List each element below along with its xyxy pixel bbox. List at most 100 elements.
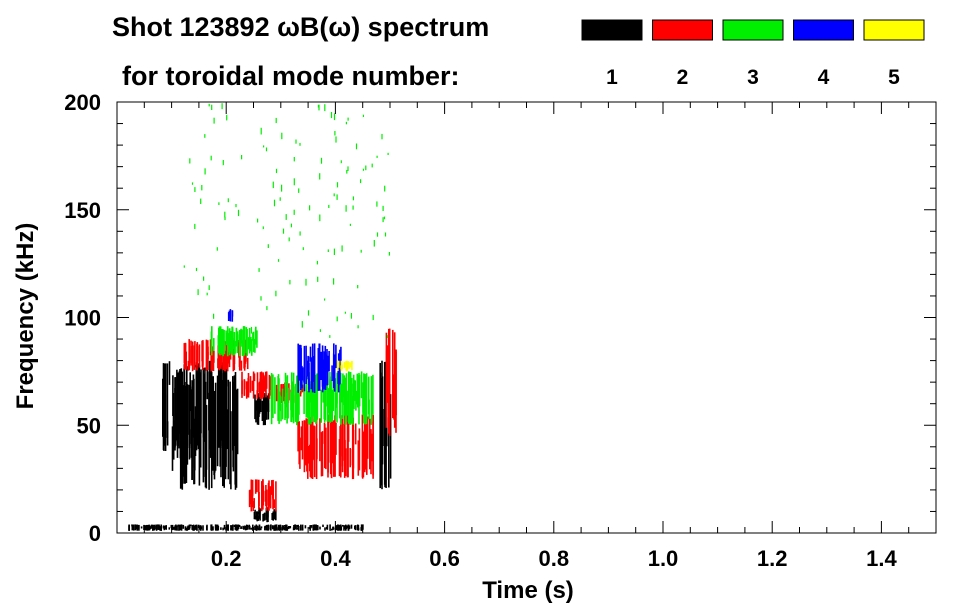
- mode-2-mark: [246, 357, 249, 370]
- mode-2-mark: [329, 421, 332, 475]
- mode-3-mark: [286, 375, 289, 400]
- mode-3-mark: [281, 388, 284, 420]
- mode-3-mark: [347, 117, 349, 121]
- mode-3-mark: [335, 136, 337, 143]
- mode-2-mark: [349, 448, 351, 468]
- mode-1-mark: [170, 524, 173, 528]
- mode-4-mark: [305, 345, 307, 384]
- mode-3-mark: [340, 372, 342, 425]
- mode-1-mark: [211, 390, 213, 469]
- mode-1-mark: [182, 524, 185, 529]
- mode-1-mark: [271, 525, 274, 528]
- mode-3-mark: [314, 375, 317, 399]
- mode-3-mark: [235, 204, 237, 208]
- mode-3-mark: [241, 155, 243, 160]
- mode-1-mark: [189, 372, 191, 412]
- mode-1-mark: [205, 406, 208, 489]
- mode-1-mark: [222, 397, 225, 446]
- mode-3-mark: [349, 372, 352, 425]
- mode-1-mark: [238, 525, 241, 527]
- mode-2-mark: [369, 418, 371, 470]
- mode-3-mark: [318, 104, 320, 111]
- mode-3-mark: [333, 278, 335, 285]
- mode-1-mark: [255, 400, 257, 411]
- mode-3-mark: [352, 196, 354, 201]
- mode-1-mark: [322, 524, 324, 527]
- mode-1-mark: [256, 525, 258, 528]
- mode-5-mark: [343, 361, 346, 368]
- mode-1-mark: [273, 509, 275, 520]
- mode-3-mark: [346, 170, 348, 174]
- mode-1-mark: [263, 512, 266, 521]
- mode-1-mark: [159, 526, 161, 531]
- mode-3-mark: [345, 393, 348, 415]
- mode-3-mark: [382, 217, 384, 223]
- mode-3-mark: [387, 152, 389, 155]
- mode-3-mark: [265, 147, 268, 152]
- mode-1-mark: [258, 524, 261, 531]
- mode-1-mark: [191, 525, 193, 530]
- mode-2-mark: [344, 440, 346, 471]
- mode-1-mark: [190, 524, 192, 527]
- mode-1-mark: [267, 524, 270, 531]
- mode-1-mark: [331, 528, 333, 531]
- mode-5-mark: [348, 362, 350, 369]
- mode-3-mark: [213, 338, 215, 351]
- mode-1-mark: [314, 524, 316, 529]
- mode-3-mark: [333, 193, 335, 197]
- mode-1-mark: [208, 392, 210, 431]
- mode-2-mark: [183, 347, 186, 370]
- mode-3-mark: [335, 392, 338, 408]
- mode-3-mark: [334, 131, 336, 136]
- mode-1-mark: [140, 526, 143, 529]
- mode-2-mark: [262, 383, 264, 397]
- mode-3-mark: [299, 231, 301, 236]
- mode-3-mark: [216, 247, 218, 251]
- mode-3-mark: [285, 214, 287, 220]
- mode-2-mark: [265, 371, 268, 389]
- mode-3-mark: [336, 182, 339, 188]
- mode-3-mark: [197, 289, 199, 296]
- mode-3-mark: [301, 321, 303, 328]
- mode-2-mark: [320, 432, 323, 477]
- mode-2-mark: [361, 414, 364, 478]
- chart-subtitle: for toroidal mode number:: [122, 61, 460, 91]
- mode-2-mark: [346, 414, 349, 478]
- mode-1-mark: [176, 373, 179, 458]
- mode-1-mark: [355, 526, 357, 529]
- y-tick-label: 100: [64, 306, 101, 331]
- mode-2-mark: [217, 358, 220, 369]
- mode-1-mark: [273, 525, 276, 531]
- mode-2-mark: [347, 418, 350, 442]
- mode-1-mark: [216, 524, 218, 531]
- mode-3-mark: [330, 112, 333, 119]
- mode-2-mark: [256, 372, 259, 393]
- mode-2-mark: [309, 444, 311, 472]
- mode-3-mark: [319, 214, 321, 222]
- mode-3-mark: [351, 378, 353, 424]
- mode-1-mark: [155, 526, 157, 530]
- mode-1-mark: [214, 405, 216, 473]
- mode-3-mark: [362, 382, 364, 416]
- mode-1-mark: [256, 527, 258, 531]
- mode-1-mark: [172, 420, 175, 460]
- mode-1-mark: [337, 525, 339, 529]
- mode-3-mark: [279, 197, 281, 201]
- mode-1-mark: [212, 404, 215, 464]
- mode-2-mark: [299, 437, 301, 469]
- mode-1-mark: [206, 361, 209, 400]
- mode-1-mark: [232, 524, 234, 531]
- mode-2-mark: [190, 345, 192, 366]
- mode-3-mark: [372, 314, 374, 321]
- mode-2-mark: [354, 423, 357, 445]
- mode-1-mark: [246, 525, 249, 528]
- mode-2-mark: [331, 421, 334, 464]
- mode-1-mark: [179, 392, 182, 459]
- mode-1-mark: [324, 527, 326, 531]
- mode-1-mark: [230, 526, 232, 531]
- mode-2-mark: [334, 415, 336, 459]
- mode-1-mark: [255, 404, 257, 423]
- mode-1-mark: [266, 525, 269, 528]
- mode-1-mark: [337, 528, 340, 531]
- series-mode-5: [337, 360, 353, 372]
